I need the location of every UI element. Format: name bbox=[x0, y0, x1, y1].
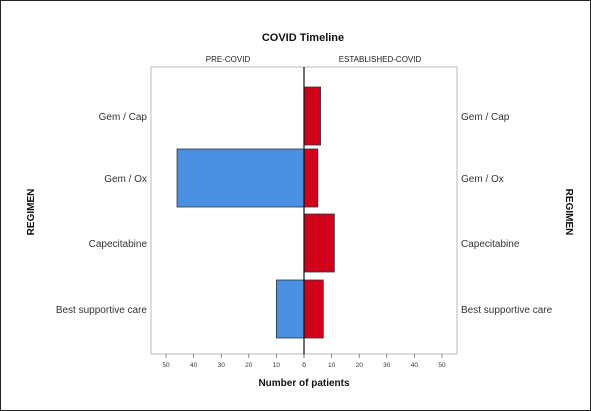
chart-title: COVID Timeline bbox=[262, 32, 344, 44]
category-label-left-gem-ox: Gem / Ox bbox=[104, 174, 147, 185]
x-axis-label: Number of patients bbox=[258, 378, 350, 389]
x-tick-label: 0 bbox=[302, 362, 306, 369]
x-tick-label: 0 bbox=[302, 362, 306, 369]
panel-label-established-covid: ESTABLISHED-COVID bbox=[339, 55, 422, 64]
bar-established-covid-gem-cap bbox=[303, 86, 321, 146]
y-axis-label-left: REGIMEN bbox=[26, 189, 37, 236]
x-tick-label: 20 bbox=[245, 362, 253, 369]
category-label-left-gem-cap: Gem / Cap bbox=[99, 112, 148, 123]
bar-established-covid-gem-ox bbox=[303, 148, 319, 208]
x-tick-label: 50 bbox=[438, 362, 446, 369]
x-tick-label: 40 bbox=[411, 362, 419, 369]
bar-established-covid-best-supportive-care bbox=[303, 279, 324, 339]
x-tick-label: 10 bbox=[328, 362, 336, 369]
y-axis-label-right: REGIMEN bbox=[563, 189, 574, 236]
bar-pre-covid-gem-ox bbox=[176, 148, 305, 208]
category-label-left-best-supportive-care: Best supportive care bbox=[56, 305, 148, 316]
category-label-right-capecitabine: Capecitabine bbox=[461, 239, 520, 250]
category-label-right-gem-cap: Gem / Cap bbox=[461, 112, 510, 123]
bar-established-covid-capecitabine bbox=[303, 213, 335, 273]
category-label-right-best-supportive-care: Best supportive care bbox=[461, 305, 553, 316]
x-tick-label: 50 bbox=[162, 362, 170, 369]
x-tick-label: 20 bbox=[356, 362, 364, 369]
x-tick-label: 10 bbox=[273, 362, 281, 369]
bar-pre-covid-best-supportive-care bbox=[275, 279, 305, 339]
category-label-right-gem-ox: Gem / Ox bbox=[461, 174, 504, 185]
category-label-left-capecitabine: Capecitabine bbox=[89, 239, 148, 250]
panel-label-pre-covid: PRE-COVID bbox=[206, 55, 251, 64]
x-tick-label: 40 bbox=[190, 362, 198, 369]
x-tick-label: 30 bbox=[383, 362, 391, 369]
x-tick-label: 30 bbox=[218, 362, 226, 369]
